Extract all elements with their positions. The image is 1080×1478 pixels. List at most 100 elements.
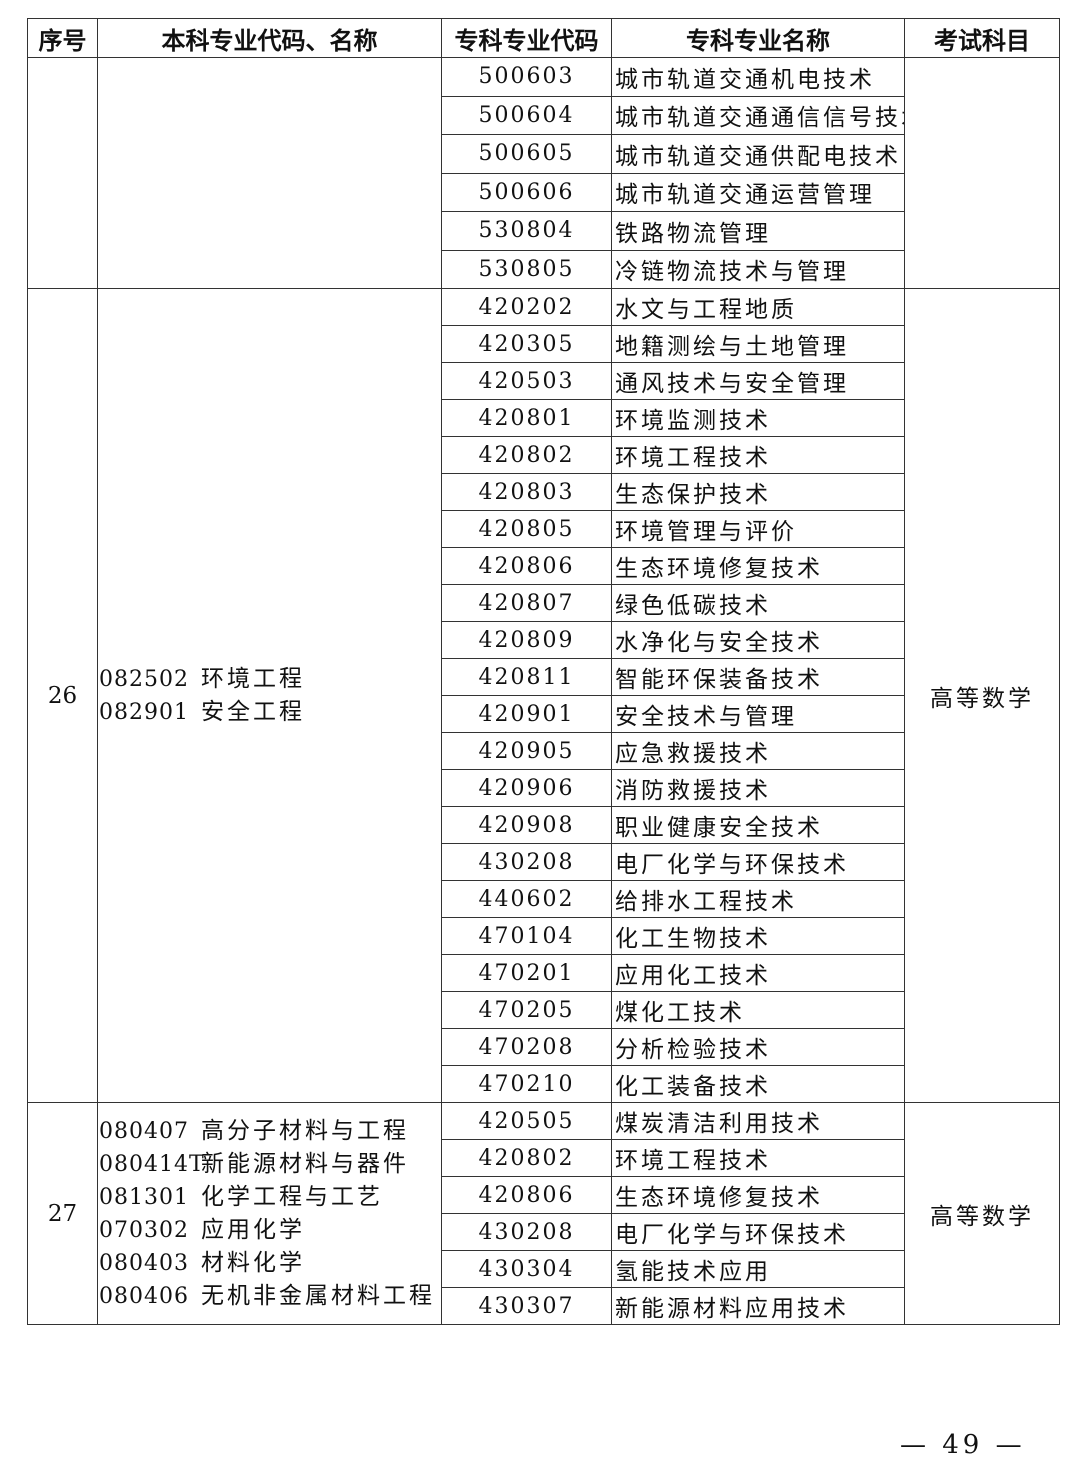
- exam-subject: 高等数学: [904, 288, 1060, 1103]
- associate-name: 环境工程技术: [611, 1139, 905, 1177]
- associate-code: 440602: [441, 880, 612, 918]
- associate-name: 通风技术与安全管理: [611, 362, 905, 400]
- associate-code: 530804: [441, 211, 612, 251]
- header-subject: 考试科目: [904, 18, 1060, 58]
- associate-name: 分析检验技术: [611, 1028, 905, 1066]
- table-row: 430304 氢能技术应用: [28, 1250, 1060, 1288]
- associate-name: 地籍测绘与土地管理: [611, 325, 905, 363]
- bachelor-major: 070302 应用化学: [99, 1214, 441, 1247]
- associate-code: 470210: [441, 1065, 612, 1103]
- page-number: — 49 —: [900, 1430, 1026, 1460]
- table-row: 420305 地籍测绘与土地管理: [28, 325, 1060, 363]
- associate-code: 420905: [441, 732, 612, 770]
- associate-name: 煤炭清洁利用技术: [611, 1102, 905, 1140]
- associate-code: 420809: [441, 621, 612, 659]
- associate-code: 420806: [441, 547, 612, 585]
- associate-name: 煤化工技术: [611, 991, 905, 1029]
- bachelor-code: 082502: [99, 666, 189, 692]
- bachelor-major: 081301 化学工程与工艺: [99, 1181, 441, 1214]
- bachelor-code: 081301: [99, 1184, 189, 1210]
- bachelor-name: 环境工程: [201, 665, 305, 692]
- header-name: 专科专业名称: [611, 18, 905, 58]
- associate-name: 冷链物流技术与管理: [611, 249, 905, 289]
- associate-code: 420901: [441, 695, 612, 733]
- bachelor-name: 应用化学: [201, 1216, 305, 1243]
- table-row: 470205 煤化工技术: [28, 991, 1060, 1029]
- associate-code: 420906: [441, 769, 612, 807]
- bachelor-name: 新能源材料与器件: [201, 1150, 409, 1177]
- table-row: 420503 通风技术与安全管理: [28, 362, 1060, 400]
- associate-code: 420801: [441, 399, 612, 437]
- exam-subject: 高等数学: [904, 1102, 1060, 1325]
- bachelor-cell: [97, 57, 442, 289]
- table-row: 530805 冷链物流技术与管理: [28, 249, 1060, 289]
- seq-cell: 27: [27, 1102, 98, 1325]
- bachelor-code: 080406: [99, 1283, 189, 1309]
- header-bachelor: 本科专业代码、名称: [97, 18, 442, 58]
- table-row: 500606 城市轨道交通运营管理: [28, 172, 1060, 212]
- table-row: 430208 电厂化学与环保技术: [28, 1213, 1060, 1251]
- table-row: 500603 城市轨道交通机电技术: [27, 57, 1060, 289]
- associate-code: 420807: [441, 584, 612, 622]
- associate-name: 智能环保装备技术: [611, 658, 905, 696]
- associate-name: 给排水工程技术: [611, 880, 905, 918]
- bachelor-major: 080407 高分子材料与工程: [99, 1115, 441, 1148]
- bachelor-name: 无机非金属材料工程: [201, 1282, 435, 1309]
- bachelor-code: 080414T: [99, 1151, 205, 1177]
- associate-name: 电厂化学与环保技术: [611, 843, 905, 881]
- table-row: 27 080407 高分子材料与工程 080414T新能源材料与器件 081301 化学工…: [27, 1102, 1060, 1325]
- bachelor-major: 080414T新能源材料与器件: [99, 1148, 441, 1181]
- bachelor-major: 082502 环境工程: [99, 663, 441, 696]
- bachelor-major: 080403 材料化学: [99, 1247, 441, 1280]
- table-row: 420906 消防救援技术: [28, 769, 1060, 807]
- associate-name: 职业健康安全技术: [611, 806, 905, 844]
- table-row: 420901 安全技术与管理: [28, 695, 1060, 733]
- table-row: 420807 绿色低碳技术: [28, 584, 1060, 622]
- associate-name: 水文与工程地质: [611, 288, 905, 326]
- table-row: 420905 应急救援技术: [28, 732, 1060, 770]
- table-row: 420908 职业健康安全技术: [28, 806, 1060, 844]
- associate-name: 化工生物技术: [611, 917, 905, 955]
- table-row: 420806 生态环境修复技术: [28, 547, 1060, 585]
- table-row: 430307 新能源材料应用技术: [28, 1287, 1060, 1325]
- associate-code: 420802: [441, 1139, 612, 1177]
- bachelor-name: 高分子材料与工程: [201, 1117, 409, 1144]
- associate-code: 420202: [441, 288, 612, 326]
- bachelor-major: 080406 无机非金属材料工程: [99, 1280, 441, 1313]
- table-row: 430208 电厂化学与环保技术: [28, 843, 1060, 881]
- associate-code: 430307: [441, 1287, 612, 1325]
- associate-code: 430208: [441, 843, 612, 881]
- associate-name: 环境管理与评价: [611, 510, 905, 548]
- associate-code: 430208: [441, 1213, 612, 1251]
- associate-name: 应急救援技术: [611, 732, 905, 770]
- bachelor-name: 化学工程与工艺: [201, 1183, 383, 1210]
- associate-name: 城市轨道交通供配电技术: [611, 134, 905, 174]
- associate-code: 470208: [441, 1028, 612, 1066]
- associate-code: 420811: [441, 658, 612, 696]
- associate-code: 430304: [441, 1250, 612, 1288]
- table-row: 470210 化工装备技术: [28, 1065, 1060, 1103]
- bachelor-cell: 082502 环境工程 082901 安全工程: [97, 288, 442, 1103]
- table-row: 420806 生态环境修复技术: [28, 1176, 1060, 1214]
- associate-code: 500604: [441, 95, 612, 135]
- bachelor-cell: 080407 高分子材料与工程 080414T新能源材料与器件 081301 化学工程与…: [97, 1102, 442, 1325]
- associate-name: 城市轨道交通通信信号技术: [611, 95, 905, 135]
- associate-name: 新能源材料应用技术: [611, 1287, 905, 1325]
- table-row: 420803 生态保护技术: [28, 473, 1060, 511]
- bachelor-code: 070302: [99, 1217, 189, 1243]
- table-row: 420809 水净化与安全技术: [28, 621, 1060, 659]
- associate-name: 应用化工技术: [611, 954, 905, 992]
- associate-name: 生态环境修复技术: [611, 1176, 905, 1214]
- associate-code: 470205: [441, 991, 612, 1029]
- seq-cell: 26: [27, 288, 98, 1103]
- bachelor-code: 080403: [99, 1250, 189, 1276]
- associate-code: 420802: [441, 436, 612, 474]
- table-row: 470104 化工生物技术: [28, 917, 1060, 955]
- header-code: 专科专业代码: [441, 18, 612, 58]
- associate-code: 420803: [441, 473, 612, 511]
- table-row: 420802 环境工程技术: [28, 436, 1060, 474]
- table-row: 420805 环境管理与评价: [28, 510, 1060, 548]
- associate-code: 420305: [441, 325, 612, 363]
- associate-code: 530805: [441, 249, 612, 289]
- bachelor-name: 安全工程: [201, 698, 305, 725]
